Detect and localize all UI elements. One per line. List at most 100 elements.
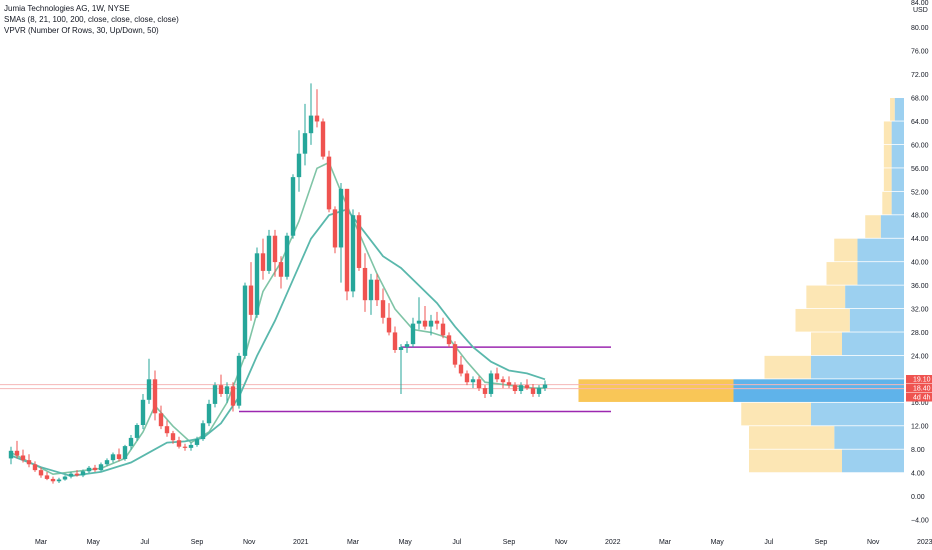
candle-body: [470, 379, 476, 383]
y-tick-label: 28.00: [911, 330, 929, 337]
candle-body: [494, 373, 500, 380]
candle-body: [236, 355, 242, 406]
candle-body: [200, 423, 206, 440]
candle-body: [500, 379, 506, 383]
candle-body: [536, 388, 542, 394]
candle-body: [98, 464, 104, 471]
candle-body: [482, 388, 488, 394]
vp-up-bar: [811, 355, 904, 379]
candle-body: [452, 344, 458, 365]
vp-down-bar: [811, 332, 842, 356]
vp-up-bar: [857, 262, 904, 285]
candle-body: [296, 153, 302, 178]
vp-up-bar: [845, 285, 904, 309]
candle-body: [356, 215, 362, 268]
vp-up-bar: [733, 379, 904, 402]
x-tick-label: Mar: [659, 539, 672, 546]
indicator-sma[interactable]: SMAs (8, 21, 100, 200, close, close, clo…: [4, 15, 179, 24]
x-tick-label: Jul: [452, 539, 461, 546]
vp-up-bar: [849, 308, 904, 332]
candle-body: [194, 439, 200, 445]
candle-body: [14, 450, 20, 456]
candle-body: [116, 454, 122, 459]
vp-down-bar: [764, 355, 811, 379]
y-tick-label: −4.00: [911, 517, 929, 524]
candle-body: [476, 379, 482, 389]
vp-up-bar: [894, 98, 904, 121]
candle-body: [230, 386, 236, 406]
candle-body: [338, 188, 344, 248]
vp-down-bar: [865, 215, 881, 238]
candle-body: [218, 385, 224, 394]
sma-fast-line: [10, 161, 545, 476]
x-tick-label: 2021: [293, 539, 309, 546]
vp-down-bar: [578, 379, 734, 402]
candle-body: [182, 446, 188, 448]
vp-down-bar: [883, 168, 892, 191]
candle-body: [464, 373, 470, 383]
vp-down-bar: [795, 308, 850, 332]
y-tick-label: 16.00: [911, 400, 929, 407]
candle-body: [176, 440, 182, 447]
candle-body: [308, 115, 314, 134]
close-price-label: 19.10: [913, 377, 931, 384]
horizontal-lines: [239, 346, 611, 413]
x-tick-label: Mar: [35, 539, 48, 546]
candle-body: [104, 460, 110, 465]
candle-body: [110, 454, 116, 461]
candle-body: [530, 388, 536, 394]
candle-body: [326, 156, 332, 210]
candle-body: [266, 235, 272, 271]
candles: [8, 83, 548, 484]
candle-body: [506, 382, 512, 386]
candle-body: [74, 473, 80, 476]
candle-body: [128, 437, 134, 447]
y-tick-label: 60.00: [911, 142, 929, 149]
candle-body: [152, 379, 158, 414]
x-tick-label: Jul: [140, 539, 149, 546]
candle-body: [350, 215, 356, 292]
candle-body: [242, 285, 248, 356]
candle-body: [170, 433, 176, 441]
candle-body: [224, 386, 230, 394]
volume-profile: [578, 98, 904, 473]
candle-body: [140, 399, 146, 426]
candle-body: [272, 235, 278, 263]
candle-body: [404, 344, 410, 348]
candle-body: [122, 446, 128, 459]
countdown-label: 4d 4h: [913, 395, 931, 402]
vp-down-bar: [882, 191, 892, 215]
y-tick-label: 4.00: [911, 471, 925, 478]
candle-body: [26, 460, 32, 465]
price-axis[interactable]: 84.00 USD 80.00 76.00 72.00 68.00 64.00 60.00…: [911, 0, 929, 524]
close-price-badge: [906, 375, 932, 384]
candle-body: [38, 470, 44, 476]
vp-up-bar: [842, 332, 904, 356]
y-tick-label: 68.00: [911, 96, 929, 103]
candle-body: [146, 379, 152, 400]
y-tick-label: 56.00: [911, 166, 929, 173]
candle-body: [248, 285, 254, 315]
indicator-vpvr[interactable]: VPVR (Number Of Rows, 30, Up/Down, 50): [4, 26, 159, 35]
currency-label: USD: [913, 7, 928, 14]
x-tick-label: Nov: [867, 539, 880, 546]
vp-down-bar: [749, 449, 842, 473]
candle-body: [290, 177, 296, 236]
vp-up-bar: [891, 191, 904, 215]
x-tick-label: 2023: [917, 539, 932, 546]
candle-body: [278, 262, 284, 277]
candle-body: [518, 385, 524, 392]
candle-body: [392, 332, 398, 350]
x-tick-label: Jul: [764, 539, 773, 546]
vp-down-bar: [741, 402, 811, 426]
x-tick-label: Nov: [555, 539, 568, 546]
y-tick-label: 64.00: [911, 119, 929, 126]
candle-body: [188, 444, 194, 448]
candle-body: [44, 475, 50, 479]
time-axis[interactable]: Mar May Jul Sep Nov 2021 Mar May Jul Sep Nov 2022 Ma…: [35, 539, 932, 546]
candle-body: [206, 403, 212, 424]
y-tick-label: 76.00: [911, 49, 929, 56]
candle-body: [446, 335, 452, 345]
candle-body: [386, 317, 392, 333]
